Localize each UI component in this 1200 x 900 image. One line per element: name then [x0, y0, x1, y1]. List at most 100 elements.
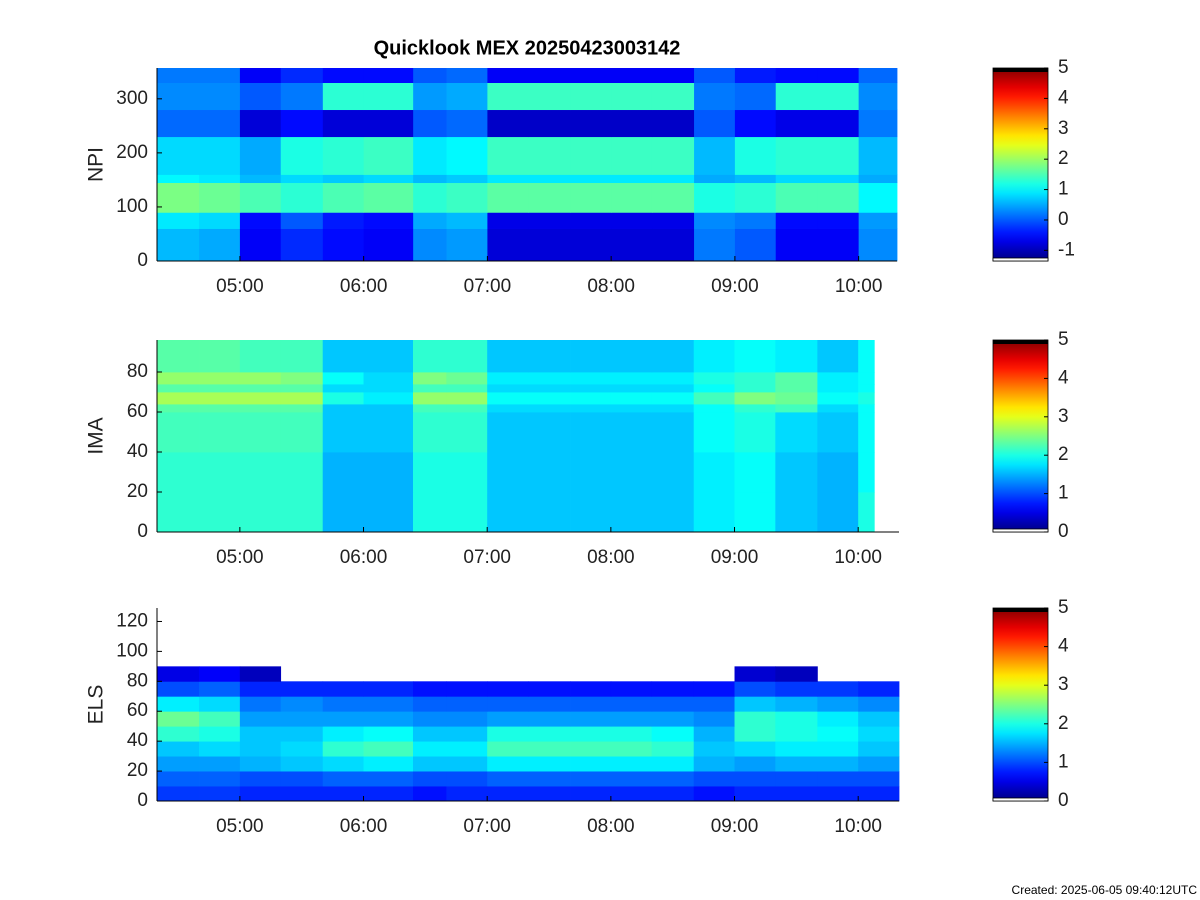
heatmap-cell — [322, 392, 364, 405]
heatmap-cell — [858, 681, 900, 697]
heatmap-cell — [487, 404, 529, 413]
heatmap-cell — [412, 696, 447, 712]
heatmap-cell — [570, 109, 612, 138]
heatmap-cell — [487, 372, 529, 385]
heatmap-cell — [322, 711, 364, 727]
y-tick-label: 300 — [116, 88, 148, 109]
heatmap-cell — [817, 136, 860, 175]
heatmap-cell — [446, 228, 488, 262]
heatmap-cell — [322, 786, 364, 802]
heatmap-cell — [611, 182, 653, 213]
heatmap-cell — [322, 136, 365, 175]
heatmap-cell — [322, 384, 364, 393]
heatmap-cell — [693, 372, 735, 385]
heatmap-cell — [651, 174, 695, 184]
heatmap-cell — [487, 340, 529, 373]
colorbar-tick-label: 5 — [1058, 57, 1069, 78]
heatmap-cell — [280, 681, 324, 697]
heatmap-cell — [446, 182, 488, 213]
heatmap-cell — [280, 174, 324, 184]
heatmap-cell — [817, 109, 860, 138]
heatmap-cell — [817, 681, 859, 697]
heatmap-cell — [280, 228, 324, 262]
heatmap-cell — [694, 174, 736, 184]
heatmap-cell — [487, 711, 529, 727]
heatmap-cell — [693, 340, 735, 373]
heatmap-cell — [528, 372, 571, 385]
heatmap-cell — [775, 384, 818, 393]
heatmap-cell — [651, 68, 695, 83]
heatmap-cell — [734, 404, 776, 413]
colorbar — [992, 67, 1049, 262]
heatmap-cell — [280, 771, 324, 787]
heatmap-cell — [858, 452, 875, 493]
heatmap-cell — [487, 228, 529, 262]
heatmap-cell — [363, 174, 414, 184]
heatmap-cell — [157, 392, 200, 405]
heatmap-cell — [651, 136, 695, 175]
heatmap-cell — [487, 384, 529, 393]
heatmap-cell — [817, 372, 859, 385]
heatmap-cell — [651, 412, 695, 453]
heatmap-cell — [487, 771, 529, 787]
heatmap-cell — [734, 228, 777, 262]
heatmap-cell — [858, 340, 875, 373]
heatmap-cell — [734, 136, 777, 175]
heatmap-cell — [487, 174, 529, 184]
heatmap-cell — [280, 711, 324, 727]
heatmap-cell — [817, 174, 860, 184]
heatmap-cell — [157, 372, 200, 385]
heatmap-cell — [775, 756, 818, 772]
colorbar-tick-label: 3 — [1058, 674, 1069, 695]
colorbar-tick-label: 4 — [1058, 636, 1069, 657]
heatmap-cell — [694, 136, 736, 175]
heatmap-cell — [693, 756, 735, 772]
created-stamp: Created: 2025-06-05 09:40:12UTC — [1012, 883, 1198, 897]
heatmap-cell — [570, 392, 612, 405]
heatmap-cell — [280, 182, 324, 213]
heatmap-cell — [570, 136, 612, 175]
heatmap-cell — [528, 136, 571, 175]
heatmap-cell — [775, 182, 819, 213]
heatmap-cell — [157, 412, 200, 453]
heatmap-cell — [775, 228, 819, 262]
heatmap-cell — [322, 696, 364, 712]
heatmap-cell — [446, 392, 488, 405]
heatmap-cell — [239, 182, 282, 213]
heatmap-cell — [487, 726, 529, 742]
heatmap-cell — [199, 756, 241, 772]
heatmap-cell — [693, 412, 735, 453]
heatmap-cell — [528, 786, 571, 802]
heatmap-cell — [651, 711, 695, 727]
heatmap-cell — [528, 174, 571, 184]
heatmap-cell — [199, 666, 241, 682]
heatmap-cell — [199, 452, 241, 493]
heatmap-cell — [412, 340, 447, 373]
y-axis-label: NPI — [85, 147, 108, 182]
heatmap-cell — [446, 82, 488, 111]
heatmap-cell — [280, 392, 324, 405]
heatmap-cell — [157, 136, 200, 175]
heatmap-cell — [570, 372, 612, 385]
y-tick-label: 0 — [137, 250, 148, 271]
heatmap-cell — [280, 384, 324, 393]
heatmap-cell — [610, 726, 653, 742]
heatmap-cell — [610, 492, 653, 533]
heatmap-cell — [651, 696, 695, 712]
heatmap-cell — [446, 786, 488, 802]
x-tick-label: 08:00 — [587, 276, 635, 297]
heatmap-cell — [412, 711, 447, 727]
heatmap-cell — [693, 786, 735, 802]
colorbar-tick-label: 3 — [1058, 406, 1069, 427]
heatmap-cell — [734, 741, 776, 757]
heatmap-cell — [363, 109, 414, 138]
heatmap-cell — [570, 696, 612, 712]
heatmap-cell — [651, 392, 695, 405]
heatmap-cell — [610, 771, 653, 787]
heatmap-cell — [487, 741, 529, 757]
colorbar-tick-label: 4 — [1058, 367, 1069, 388]
heatmap-cell — [363, 711, 414, 727]
heatmap-cell — [239, 392, 282, 405]
heatmap-cell — [610, 681, 653, 697]
heatmap-cell — [363, 786, 414, 802]
